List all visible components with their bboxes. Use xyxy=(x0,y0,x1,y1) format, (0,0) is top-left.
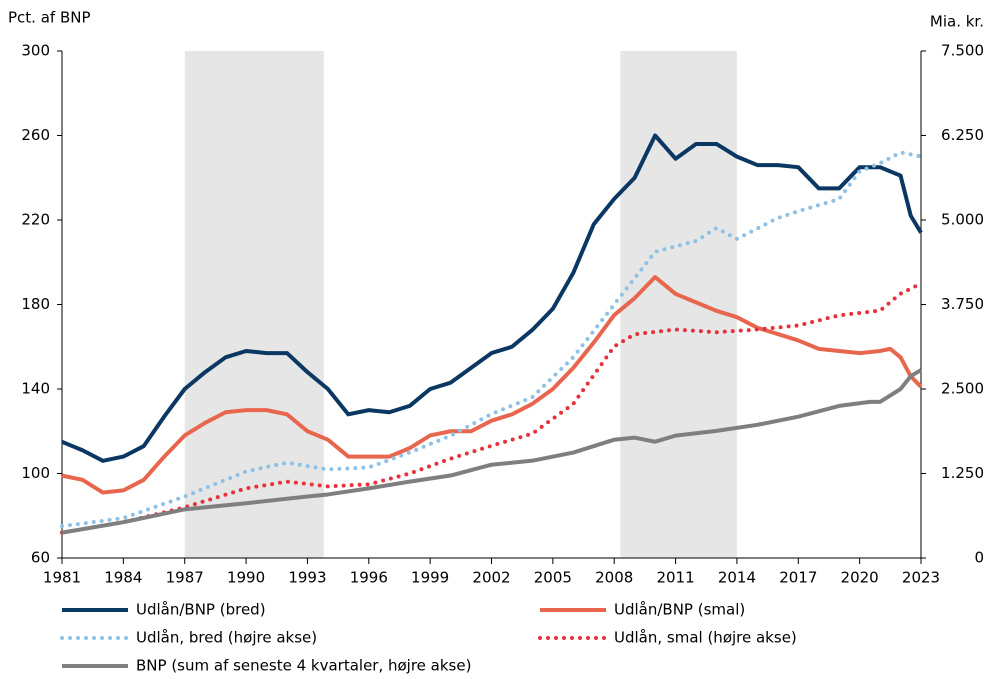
series-line xyxy=(61,368,923,535)
series-line xyxy=(61,275,923,495)
y2-tick-label: 0 xyxy=(974,549,984,567)
x-tick-label: 2011 xyxy=(656,569,694,587)
series-line xyxy=(61,133,923,463)
x-tick-label: 1987 xyxy=(166,569,204,587)
y2-tick-label: 7.500 xyxy=(941,42,984,60)
y-tick-label: 60 xyxy=(31,549,50,567)
y2-tick-label: 6.250 xyxy=(941,126,984,144)
x-tick-label: 1999 xyxy=(411,569,449,587)
y-tick-label: 220 xyxy=(21,211,50,229)
y2-axis-label: Mia. kr. xyxy=(930,13,984,31)
x-tick-label: 2008 xyxy=(595,569,633,587)
x-tick-label: 2017 xyxy=(779,569,817,587)
x-tick-label: 2023 xyxy=(902,569,940,587)
y-axis-label: Pct. af BNP xyxy=(8,9,91,27)
y-tick-label: 300 xyxy=(21,42,50,60)
x-tick-label: 1984 xyxy=(104,569,142,587)
legend-label: BNP (sum af seneste 4 kvartaler, højre a… xyxy=(136,657,471,675)
y2-tick-label: 3.750 xyxy=(941,295,984,313)
x-tick-label: 1996 xyxy=(350,569,388,587)
legend-label: Udlån, bred (højre akse) xyxy=(136,629,317,647)
y2-tick-label: 2.500 xyxy=(941,380,984,398)
x-tick-label: 2014 xyxy=(718,569,756,587)
shaded-period xyxy=(620,51,737,558)
series-line xyxy=(60,281,923,535)
y-tick-label: 260 xyxy=(21,126,50,144)
y-tick-label: 140 xyxy=(21,380,50,398)
legend-label: Udlån/BNP (smal) xyxy=(614,601,745,619)
x-tick-label: 2005 xyxy=(534,569,572,587)
legend-label: Udlån/BNP (bred) xyxy=(136,601,266,619)
legend-label: Udlån, smal (højre akse) xyxy=(614,629,797,647)
x-tick-label: 1990 xyxy=(227,569,265,587)
x-tick-label: 1981 xyxy=(43,569,81,587)
y-tick-label: 100 xyxy=(21,464,50,482)
x-tick-label: 2020 xyxy=(841,569,879,587)
y2-tick-label: 1.250 xyxy=(941,464,984,482)
x-tick-label: 1993 xyxy=(288,569,326,587)
shaded-period xyxy=(184,51,324,558)
y2-tick-label: 5.000 xyxy=(941,211,984,229)
x-tick-label: 2002 xyxy=(472,569,510,587)
y-tick-label: 180 xyxy=(21,295,50,313)
